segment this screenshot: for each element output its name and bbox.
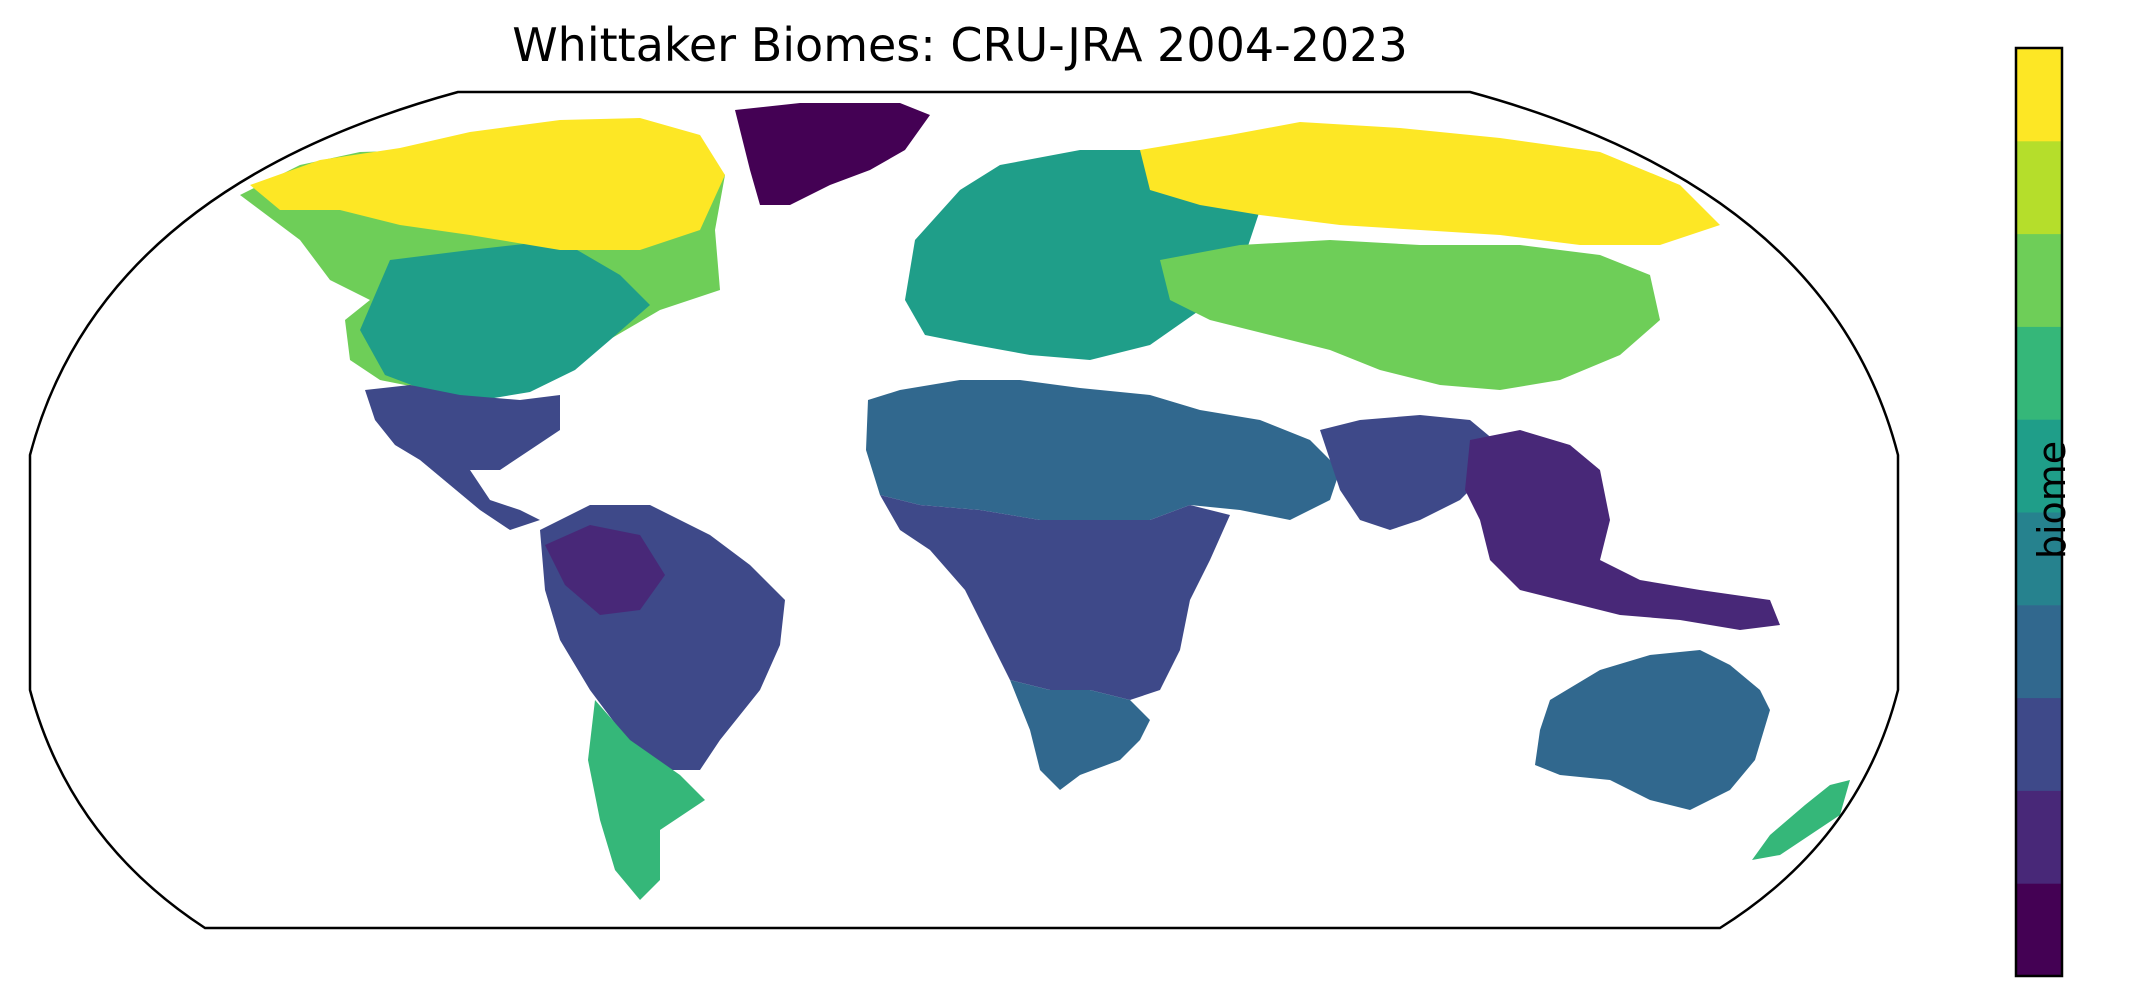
region-andes <box>545 525 665 615</box>
region-new-zealand <box>1752 780 1850 860</box>
region-sub-saharan-africa <box>880 495 1230 700</box>
region-central-america <box>365 385 560 530</box>
colorbar-swatch <box>2016 512 2062 606</box>
region-greenland <box>735 103 930 205</box>
colorbar-swatch <box>2016 140 2062 235</box>
colorbar <box>2014 46 2064 978</box>
colorbar-swatch <box>2016 233 2062 327</box>
colorbar-swatch <box>2016 790 2062 884</box>
region-patagonia <box>588 700 705 900</box>
region-siberia-tundra <box>1140 122 1720 245</box>
colorbar-label: biome <box>2030 440 2074 560</box>
map-title: Whittaker Biomes: CRU-JRA 2004-2023 <box>512 18 1408 72</box>
region-europe <box>905 150 1260 360</box>
colorbar-swatch <box>2016 883 2062 977</box>
region-arctic-tundra <box>250 118 725 250</box>
globe-outline <box>28 90 1900 930</box>
colorbar-swatch <box>2016 604 2062 699</box>
colorbar-swatch <box>2016 697 2062 791</box>
region-southern-africa <box>1010 680 1150 790</box>
region-southeast-asia <box>1465 430 1780 630</box>
colorbar-swatch <box>2016 419 2062 513</box>
colorbar-swatch <box>2016 326 2062 420</box>
region-central-asia <box>1160 240 1660 390</box>
region-australia <box>1535 650 1770 810</box>
colorbar-swatch <box>2016 48 2062 142</box>
region-north-america-temperate <box>360 240 650 402</box>
colorbar-frame <box>2014 46 2064 978</box>
region-south-asia <box>1320 415 1500 530</box>
region-sahara-arabia <box>866 380 1340 520</box>
